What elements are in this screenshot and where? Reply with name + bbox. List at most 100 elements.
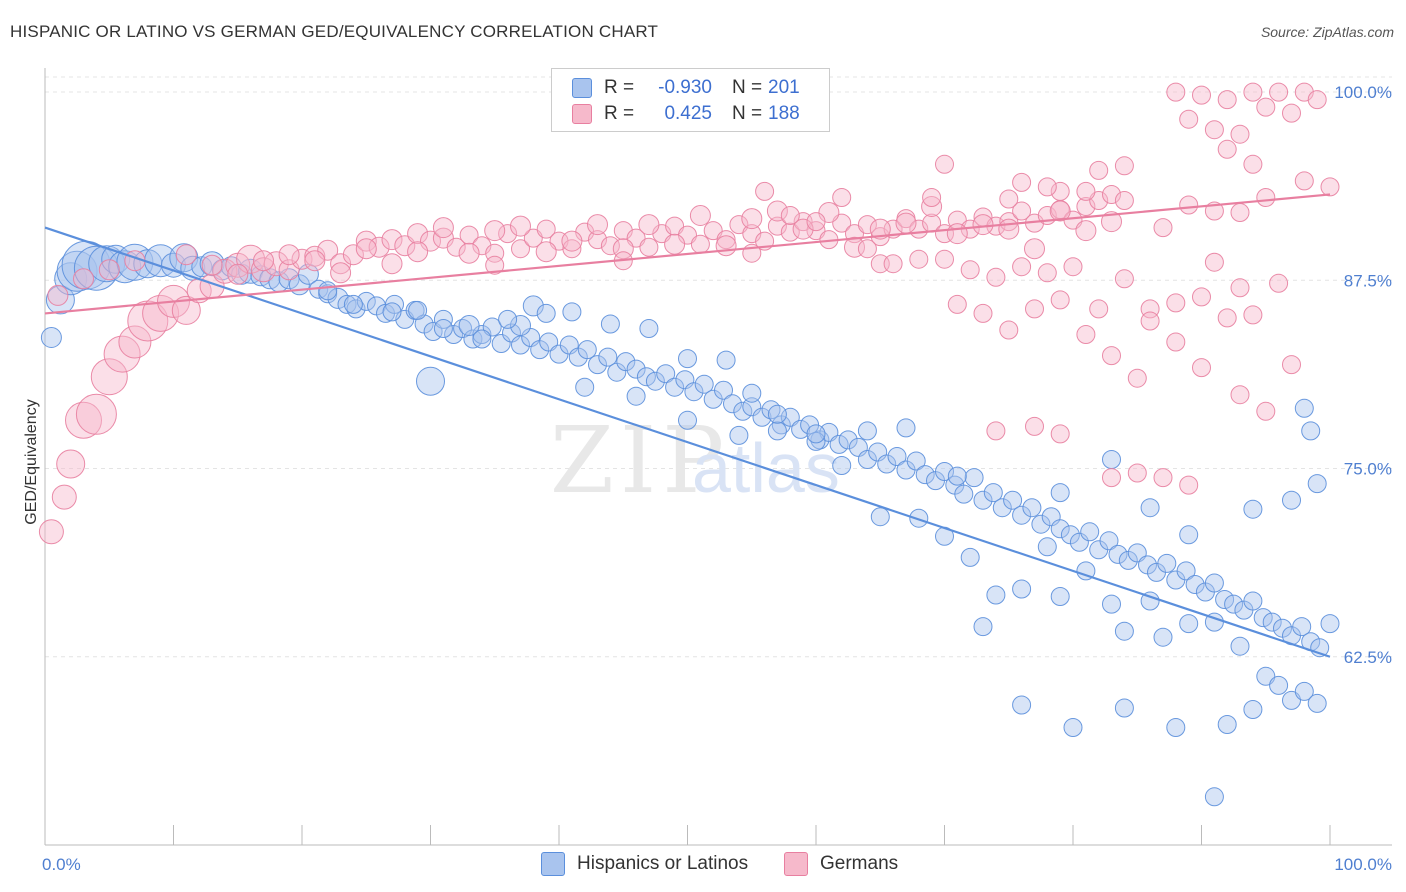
data-point — [1037, 263, 1057, 283]
data-point — [1114, 698, 1134, 718]
data-point — [330, 262, 352, 284]
data-point — [459, 225, 479, 245]
data-point — [922, 188, 942, 207]
data-point — [1269, 675, 1289, 695]
source-label: Source: ZipAtlas.com — [1260, 24, 1394, 40]
data-point — [741, 208, 763, 230]
data-point — [304, 245, 326, 267]
data-point — [175, 244, 197, 266]
data-point — [1217, 139, 1237, 159]
data-point — [1099, 531, 1119, 551]
data-point — [766, 200, 788, 222]
data-point — [935, 154, 954, 174]
data-point — [887, 447, 907, 466]
legend-swatch-hispanics — [572, 78, 592, 98]
data-point — [1230, 636, 1250, 656]
data-point — [304, 250, 326, 272]
data-point — [947, 294, 967, 314]
data-point — [1140, 498, 1160, 518]
data-point — [318, 281, 338, 301]
x-tick-labels: 0.0% 100.0% — [42, 855, 1392, 874]
data-point — [446, 237, 466, 257]
data-point — [857, 450, 877, 469]
data-point — [972, 214, 994, 236]
data-point — [577, 340, 597, 360]
data-point — [1127, 368, 1147, 388]
data-point — [65, 401, 102, 439]
data-point — [716, 350, 736, 370]
legend-n-label: N = — [732, 103, 763, 124]
trend-line — [44, 226, 1331, 658]
data-point — [1114, 621, 1134, 641]
data-point — [1050, 587, 1070, 606]
data-point — [1256, 97, 1276, 117]
data-point — [1012, 257, 1032, 277]
data-point — [656, 364, 676, 384]
legend-item-hispanics: Hispanics or Latinos — [541, 852, 748, 876]
data-point — [47, 284, 69, 306]
data-point — [755, 181, 775, 201]
legend-n-label: N = — [732, 77, 763, 98]
data-point — [1179, 475, 1199, 495]
data-point — [1114, 156, 1134, 176]
legend-label-hispanics: Hispanics or Latinos — [577, 853, 749, 874]
data-point — [598, 347, 618, 367]
data-point — [600, 236, 620, 256]
data-point — [716, 230, 736, 250]
series-hispanics-points — [40, 240, 1340, 807]
data-point — [1108, 544, 1128, 564]
data-point — [792, 218, 814, 240]
data-point — [973, 617, 993, 637]
data-point — [715, 235, 737, 257]
data-point — [857, 421, 877, 441]
data-point — [986, 585, 1006, 605]
data-point — [575, 377, 595, 397]
data-point — [690, 234, 710, 254]
data-point — [664, 233, 686, 255]
axes — [44, 68, 1392, 846]
data-point — [1256, 188, 1276, 207]
data-point — [909, 249, 929, 269]
data-point — [212, 258, 238, 284]
data-point — [869, 218, 891, 240]
data-point — [1089, 160, 1109, 180]
data-point — [523, 228, 543, 248]
data-point — [1256, 401, 1276, 421]
data-point — [954, 484, 974, 504]
data-point — [714, 380, 733, 400]
data-point — [896, 418, 916, 438]
data-point — [1063, 718, 1083, 737]
data-point — [909, 508, 929, 528]
data-point — [408, 300, 428, 320]
chart-title: HISPANIC OR LATINO VS GERMAN GED/EQUIVAL… — [10, 22, 659, 41]
data-point — [381, 229, 403, 251]
data-point — [355, 230, 377, 252]
data-point — [1179, 525, 1199, 545]
data-point — [877, 454, 897, 474]
data-point — [1012, 579, 1032, 599]
data-point — [1166, 293, 1186, 313]
data-point — [1282, 355, 1301, 375]
data-point — [1050, 519, 1070, 539]
data-point — [665, 216, 685, 236]
data-point — [1140, 311, 1160, 331]
data-point — [1294, 171, 1314, 191]
data-point — [636, 367, 656, 387]
data-point — [511, 239, 530, 259]
data-point — [536, 303, 556, 323]
legend-r-label: R = — [604, 103, 635, 124]
data-point — [90, 358, 128, 396]
data-point — [1192, 358, 1211, 378]
data-point — [337, 294, 357, 314]
data-point — [935, 462, 954, 481]
data-point — [935, 249, 954, 269]
data-point — [960, 547, 980, 567]
legend-swatch-germans — [572, 104, 592, 124]
data-point — [1076, 325, 1096, 344]
data-point — [1076, 181, 1096, 201]
data-point — [638, 214, 660, 236]
data-point — [1230, 203, 1250, 222]
series-legend: Hispanics or Latinos Germans — [0, 852, 1406, 878]
y-tick-label: 87.5% — [1344, 271, 1392, 290]
